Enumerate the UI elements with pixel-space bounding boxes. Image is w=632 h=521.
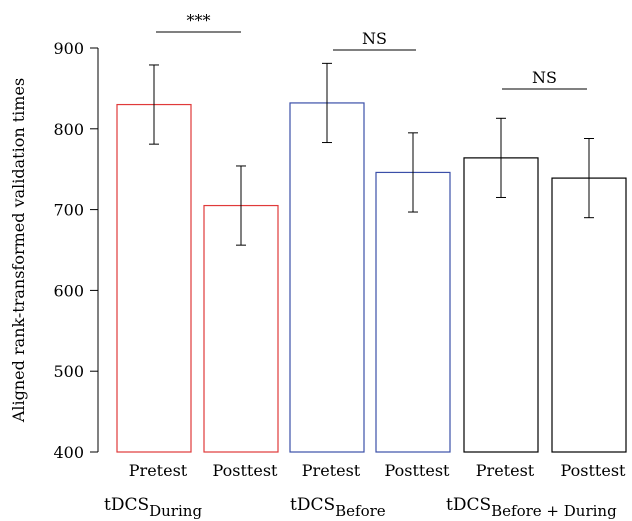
bar-3 [289,102,365,453]
group-labels: tDCSDuring tDCSBefore tDCSBefore + During [104,495,617,520]
y-tick-label: 900 [53,39,84,58]
category-label-1: Pretest [129,461,188,480]
category-label-4: Posttest [385,461,451,480]
y-ticks: 400 500 600 700 800 900 [53,39,98,462]
group-label-3: tDCSBefore + During [446,495,617,520]
y-tick-label: 700 [53,201,84,220]
bar-1 [116,103,192,453]
bars [116,102,627,453]
category-label-2: Posttest [213,461,279,480]
y-tick-label: 600 [53,281,84,300]
group-label-2: tDCSBefore [290,495,386,520]
bar-6 [551,177,627,453]
significance-label-2: NS [362,29,387,48]
y-axis-label: Aligned rank-transformed validation time… [9,78,28,423]
category-label-6: Posttest [561,461,627,480]
category-labels: Pretest Posttest Pretest Posttest Pretest Pos… [129,461,626,480]
category-label-5: Pretest [476,461,535,480]
bar-4 [375,171,451,453]
y-tick-label: 400 [53,443,84,462]
bar-5 [463,157,539,453]
significance-label-1: *** [187,11,211,30]
y-tick-label: 500 [53,362,84,381]
y-axis: 400 500 600 700 800 900 [53,39,99,462]
error-bars [149,62,594,246]
significance-label-3: NS [532,68,557,87]
group-label-1: tDCSDuring [104,495,202,520]
y-tick-label: 800 [53,120,84,139]
category-label-3: Pretest [302,461,361,480]
significance-markers: *** NS NS [156,11,587,90]
